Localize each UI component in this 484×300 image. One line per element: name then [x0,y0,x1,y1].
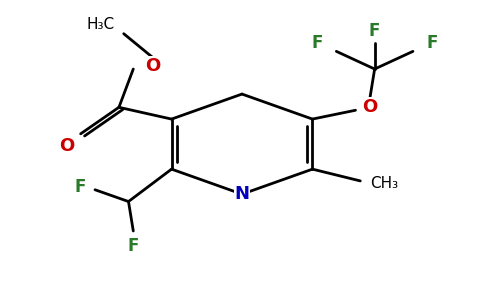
Text: N: N [235,185,249,203]
Text: F: F [75,178,86,196]
Text: CH₃: CH₃ [370,176,398,191]
Text: F: F [128,237,139,255]
Text: O: O [145,57,160,75]
Text: F: F [312,34,323,52]
Text: O: O [59,136,74,154]
Text: O: O [362,98,378,116]
Text: F: F [369,22,380,40]
Text: H₃C: H₃C [86,17,114,32]
Text: F: F [426,34,438,52]
